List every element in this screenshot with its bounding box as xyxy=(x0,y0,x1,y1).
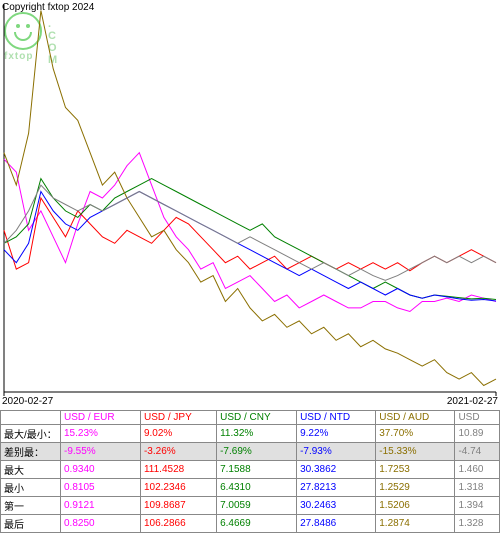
table-row: 差别最：-9.55%-3.26%-7.69%-7.93%-15.33%-4.74 xyxy=(1,443,500,461)
table-cell: 30.2463 xyxy=(297,497,376,515)
table-cell: 0.9340 xyxy=(61,461,141,479)
table-cell: 109.8687 xyxy=(140,497,216,515)
series-line xyxy=(4,185,496,280)
line-chart xyxy=(0,0,500,396)
row-label: 最小 xyxy=(1,479,61,497)
table-cell: 9.02% xyxy=(140,425,216,443)
row-label: 第一 xyxy=(1,497,61,515)
table-cell: 30.3862 xyxy=(297,461,376,479)
table-cell: 106.2866 xyxy=(140,515,216,533)
table-cell: 10.89 xyxy=(455,425,500,443)
column-header: USD / AUD xyxy=(376,411,455,425)
table-corner xyxy=(1,411,61,425)
table-cell: 27.8486 xyxy=(297,515,376,533)
table-cell: 6.4310 xyxy=(217,479,297,497)
row-label: 最后 xyxy=(1,515,61,533)
table-cell: 102.2346 xyxy=(140,479,216,497)
table-row: 最大/最小：15.23%9.02%11.32%9.22%37.70%10.89 xyxy=(1,425,500,443)
table-cell: -15.33% xyxy=(376,443,455,461)
column-header: USD / NTD xyxy=(297,411,376,425)
table-cell: -9.55% xyxy=(61,443,141,461)
x-axis-start: 2020-02-27 xyxy=(2,396,53,407)
currency-table: USD / EURUSD / JPYUSD / CNYUSD / NTDUSD … xyxy=(0,410,500,533)
table-cell: 1.2874 xyxy=(376,515,455,533)
row-label: 最大 xyxy=(1,461,61,479)
table-cell: -7.69% xyxy=(217,443,297,461)
series-line xyxy=(4,11,496,386)
row-label: 最大/最小： xyxy=(1,425,61,443)
series-line xyxy=(4,179,496,300)
table-cell: 27.8213 xyxy=(297,479,376,497)
table-cell: 1.7253 xyxy=(376,461,455,479)
table-cell: -4.74 xyxy=(455,443,500,461)
series-line xyxy=(4,153,496,312)
table-row: 第一0.9121109.86877.005930.24631.52061.394 xyxy=(1,497,500,515)
table-cell: 37.70% xyxy=(376,425,455,443)
table-cell: 15.23% xyxy=(61,425,141,443)
column-header: USD / CNY xyxy=(217,411,297,425)
table-cell: 0.8105 xyxy=(61,479,141,497)
row-label: 差别最： xyxy=(1,443,61,461)
series-line xyxy=(4,198,496,271)
table-cell: -3.26% xyxy=(140,443,216,461)
table-cell: 6.4669 xyxy=(217,515,297,533)
table-cell: 1.5206 xyxy=(376,497,455,515)
x-axis-end: 2021-02-27 xyxy=(447,396,498,407)
table-row: 最大0.9340111.45287.158830.38621.72531.460 xyxy=(1,461,500,479)
table-row: 最后0.8250106.28666.466927.84861.28741.328 xyxy=(1,515,500,533)
table-cell: 1.460 xyxy=(455,461,500,479)
table-cell: 0.9121 xyxy=(61,497,141,515)
table-row: 最小0.8105102.23466.431027.82131.25291.318 xyxy=(1,479,500,497)
table-cell: 0.8250 xyxy=(61,515,141,533)
table-cell: 1.2529 xyxy=(376,479,455,497)
table-cell: 1.394 xyxy=(455,497,500,515)
table-cell: 7.0059 xyxy=(217,497,297,515)
table-cell: 1.318 xyxy=(455,479,500,497)
table-cell: 11.32% xyxy=(217,425,297,443)
table-cell: -7.93% xyxy=(297,443,376,461)
column-header: USD xyxy=(455,411,500,425)
column-header: USD / JPY xyxy=(140,411,216,425)
table-cell: 9.22% xyxy=(297,425,376,443)
table-cell: 111.4528 xyxy=(140,461,216,479)
table-cell: 7.1588 xyxy=(217,461,297,479)
series-line xyxy=(4,192,496,302)
column-header: USD / EUR xyxy=(61,411,141,425)
table-cell: 1.328 xyxy=(455,515,500,533)
